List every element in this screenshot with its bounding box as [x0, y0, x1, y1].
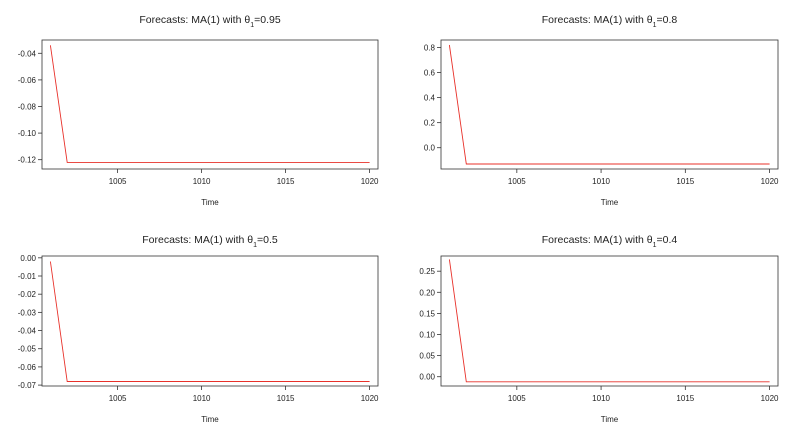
y-tick-label: 0.15 — [419, 309, 435, 318]
chart-title-prefix: Forecasts: MA(1) with θ — [542, 14, 653, 26]
y-tick-label: 0.20 — [419, 288, 435, 297]
x-tick-label: 1005 — [109, 177, 127, 186]
y-tick-label: 0.25 — [419, 267, 435, 276]
y-tick-label: -0.04 — [18, 49, 37, 58]
y-tick-label: -0.10 — [18, 129, 37, 138]
plot-frame — [440, 255, 779, 387]
x-axis-label: Time — [601, 415, 619, 424]
x-axis-label: Time — [201, 198, 219, 207]
x-tick-label: 1015 — [676, 177, 694, 186]
chart-title: Forecasts: MA(1) with θ1=0.4 — [542, 234, 678, 249]
forecast-line — [448, 44, 770, 165]
x-tick-label: 1010 — [193, 177, 211, 186]
chart-title-subscript: 1 — [250, 22, 254, 29]
x-tick-label: 1020 — [761, 394, 779, 403]
plot-frame — [440, 39, 779, 170]
x-tick-label: 1020 — [361, 177, 379, 186]
y-tick-label: -0.04 — [18, 327, 37, 336]
y-tick-label: 0.2 — [424, 119, 436, 128]
y-tick-label: 0.6 — [424, 69, 436, 78]
y-tick-label: -0.12 — [18, 156, 37, 165]
x-tick-label: 1015 — [676, 394, 694, 403]
chart-title-prefix: Forecasts: MA(1) with θ — [139, 14, 250, 26]
x-tick-label: 1010 — [592, 394, 610, 403]
x-tick-label: 1005 — [508, 177, 526, 186]
y-tick-label: -0.05 — [18, 345, 37, 354]
chart-panel-2: Forecasts: MA(1) with θ1=0.8 1005 1010 1015… — [424, 14, 779, 207]
y-tick-label: -0.03 — [18, 308, 37, 317]
chart-title-subscript: 1 — [253, 242, 257, 249]
y-tick-label: 0.05 — [419, 352, 435, 361]
chart-title: Forecasts: MA(1) with θ1=0.5 — [142, 234, 278, 249]
chart-title: Forecasts: MA(1) with θ1=0.8 — [542, 14, 678, 29]
y-tick-label: 0.00 — [20, 254, 36, 263]
y-tick-label: -0.06 — [18, 76, 37, 85]
y-tick-label: -0.06 — [18, 363, 37, 372]
x-axis-label: Time — [201, 415, 219, 424]
y-tick-label: 0.10 — [419, 331, 435, 340]
plot-frame — [41, 255, 379, 387]
plot-frame — [41, 39, 379, 170]
x-tick-label: 1020 — [361, 394, 379, 403]
chart-title-prefix: Forecasts: MA(1) with θ — [542, 234, 653, 246]
chart-title-subscript: 1 — [653, 242, 657, 249]
chart-title-suffix: =0.5 — [257, 234, 278, 246]
x-tick-label: 1015 — [277, 394, 295, 403]
x-tick-label: 1015 — [277, 177, 295, 186]
forecast-line — [448, 259, 770, 383]
chart-title-suffix: =0.4 — [657, 234, 678, 246]
y-tick-label: -0.02 — [18, 290, 37, 299]
y-tick-label: -0.08 — [18, 102, 37, 111]
x-tick-label: 1005 — [508, 394, 526, 403]
x-tick-label: 1010 — [592, 177, 610, 186]
chart-title-prefix: Forecasts: MA(1) with θ — [142, 234, 253, 246]
chart-title: Forecasts: MA(1) with θ1=0.95 — [139, 14, 281, 29]
chart-title-suffix: =0.95 — [254, 14, 281, 26]
chart-panel-4: Forecasts: MA(1) with θ1=0.4 1005 1010 1015… — [419, 234, 779, 424]
chart-title-suffix: =0.8 — [657, 14, 678, 26]
y-tick-label: 0.00 — [419, 373, 435, 382]
forecast-line — [49, 45, 370, 163]
chart-title-subscript: 1 — [653, 22, 657, 29]
x-tick-label: 1020 — [761, 177, 779, 186]
y-tick-label: -0.07 — [18, 381, 37, 390]
y-tick-label: 0.0 — [424, 144, 436, 153]
x-axis-label: Time — [601, 198, 619, 207]
chart-panel-3: Forecasts: MA(1) with θ1=0.5 1005 1010 1015… — [18, 234, 379, 424]
x-tick-label: 1010 — [193, 394, 211, 403]
forecast-line — [49, 261, 370, 382]
y-tick-label: 0.8 — [424, 44, 436, 53]
chart-panel-1: Forecasts: MA(1) with θ1=0.95 1005 1010 101… — [18, 14, 379, 207]
y-tick-label: -0.01 — [18, 272, 37, 281]
x-tick-label: 1005 — [109, 394, 127, 403]
y-tick-label: 0.4 — [424, 94, 436, 103]
